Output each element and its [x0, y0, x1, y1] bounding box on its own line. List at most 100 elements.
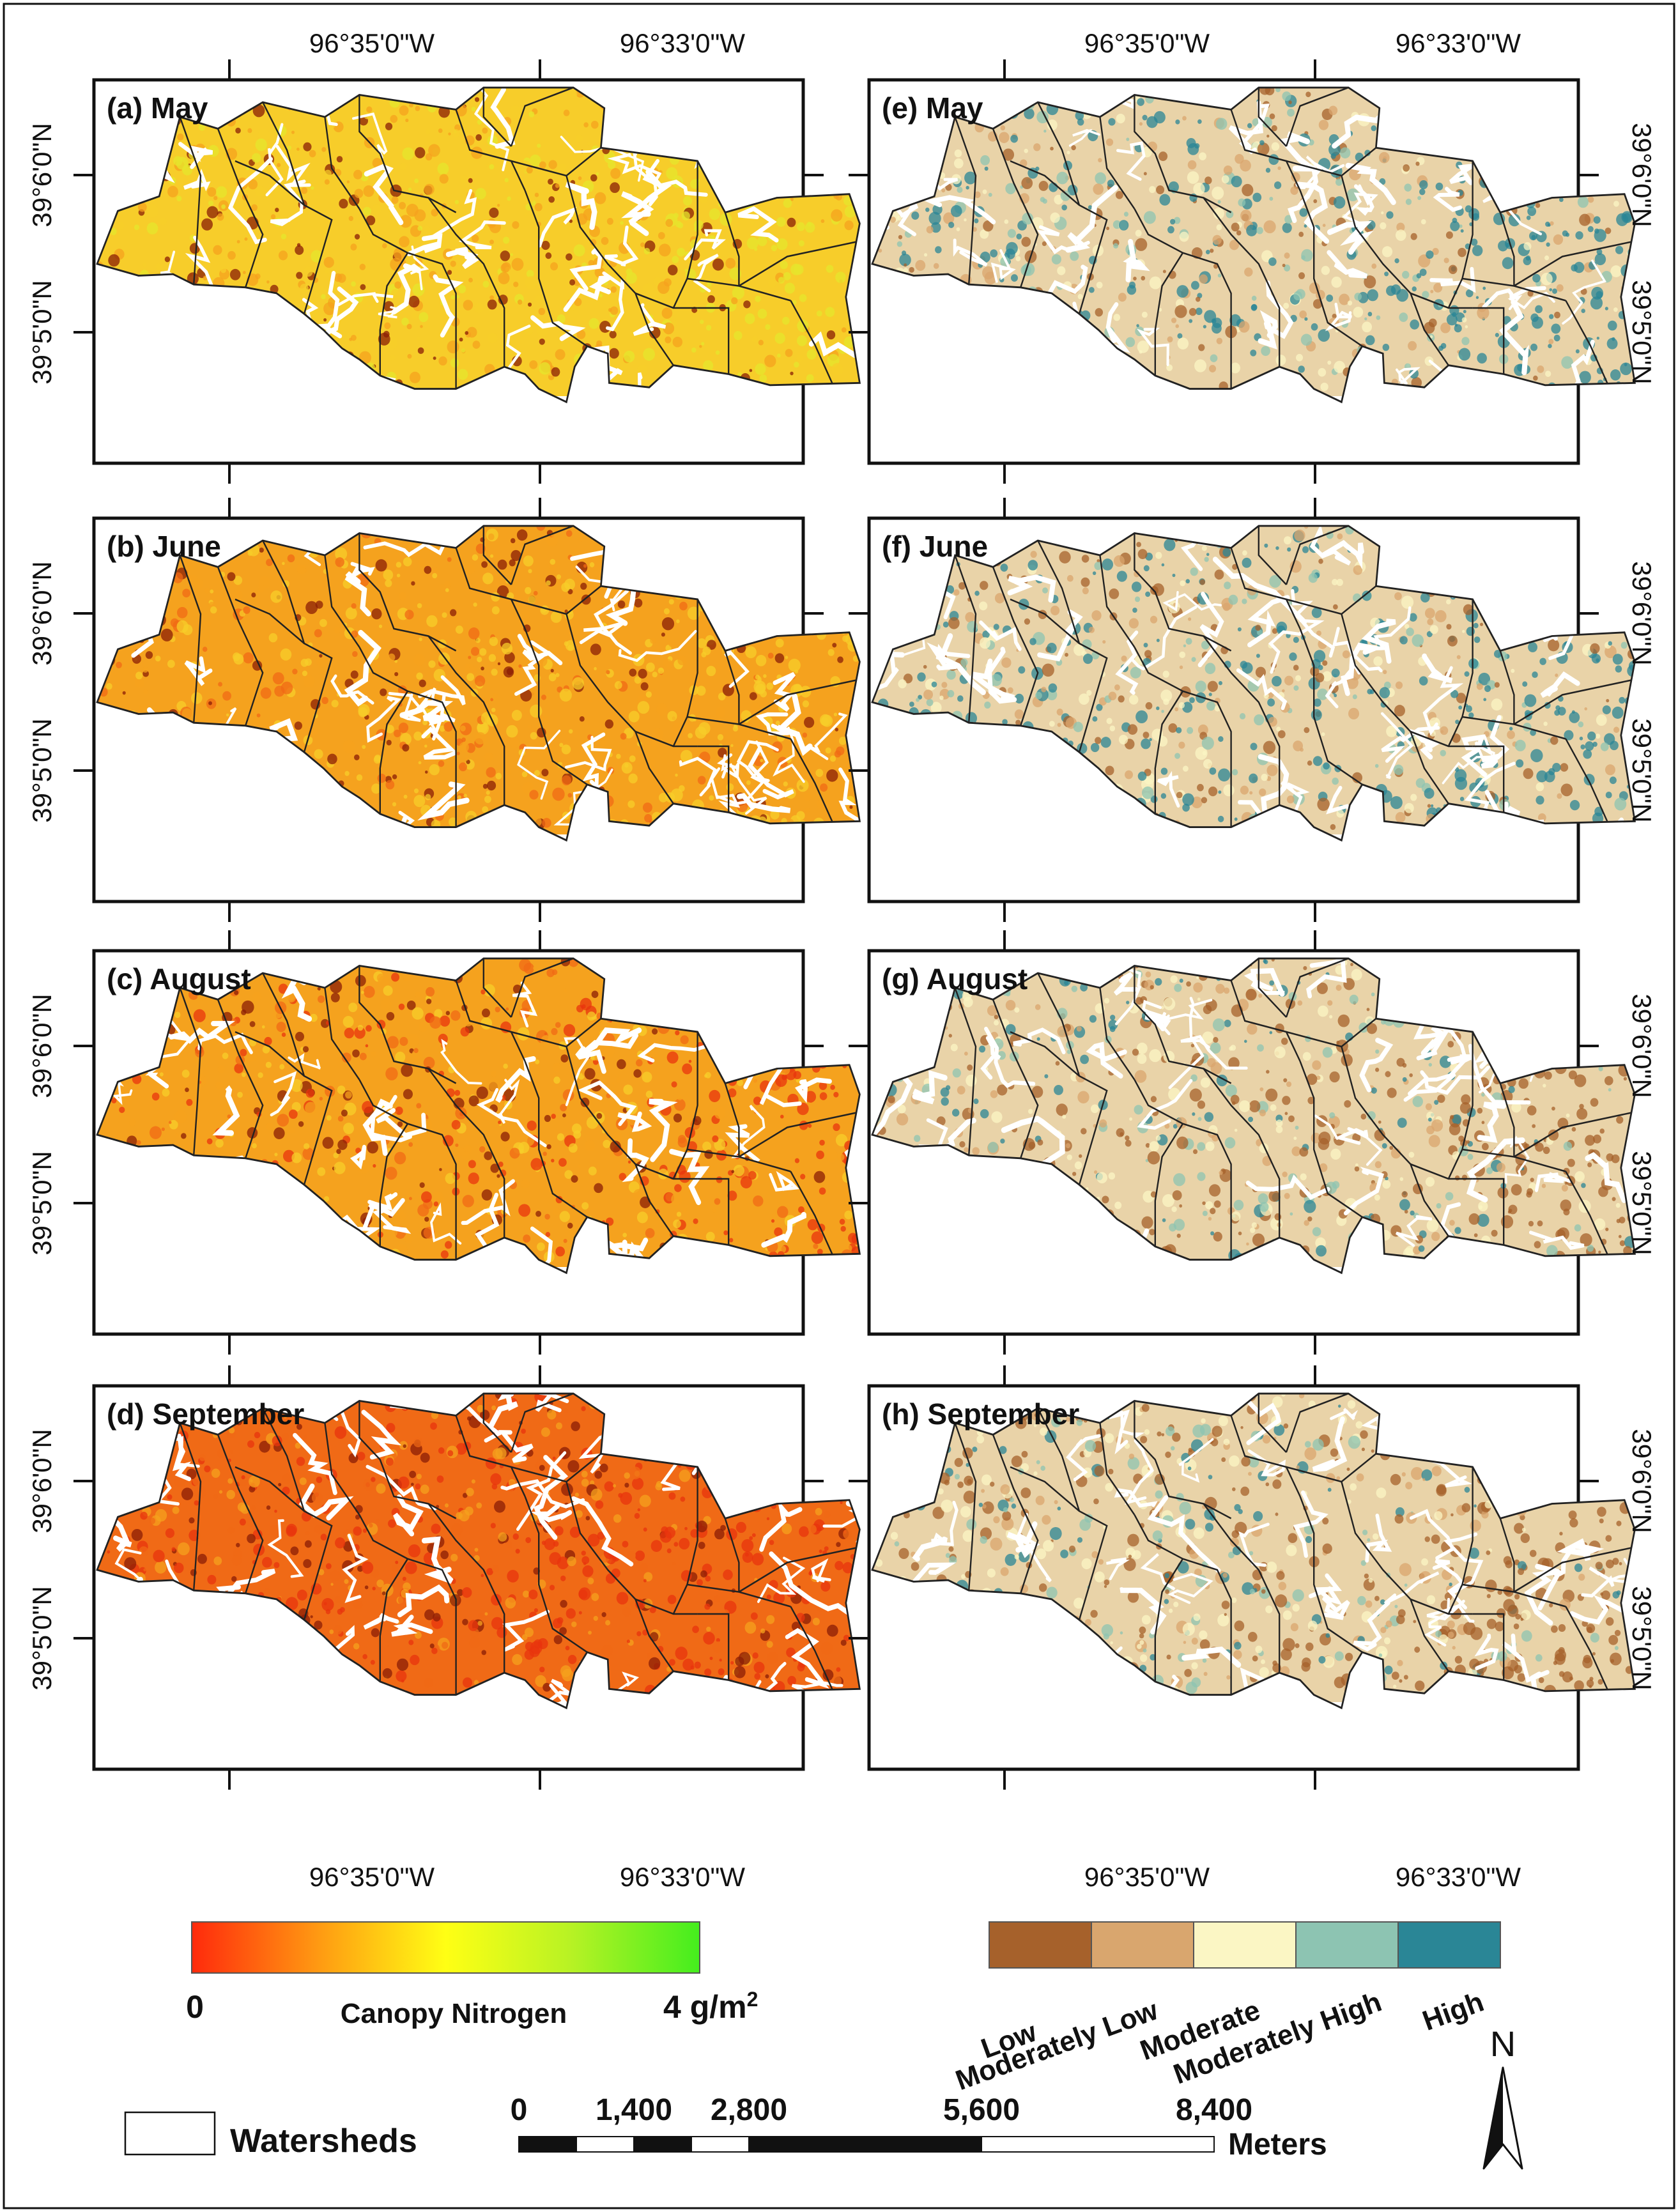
panel-e: (e) May	[849, 59, 1636, 484]
raster-cell	[580, 1097, 590, 1107]
raster-cell	[1412, 286, 1417, 292]
raster-cell	[512, 1654, 523, 1666]
raster-cell	[181, 219, 185, 222]
raster-cell	[813, 615, 817, 620]
raster-cell	[378, 624, 383, 629]
raster-cell	[355, 1148, 361, 1154]
watershed-boundary	[566, 175, 674, 366]
raster-cell	[204, 588, 210, 594]
raster-cell	[1033, 143, 1041, 151]
raster-cell	[306, 1592, 311, 1597]
raster-cell	[476, 1086, 488, 1100]
raster-cell	[543, 1682, 551, 1692]
raster-cell	[352, 650, 358, 657]
raster-cell	[984, 166, 989, 171]
raster-cell	[560, 1600, 567, 1608]
raster-cell	[1460, 229, 1464, 233]
raster-cell	[701, 652, 707, 657]
raster-cell	[344, 1579, 349, 1584]
raster-cell	[350, 243, 357, 251]
raster-cell	[1060, 190, 1071, 201]
raster-cell	[705, 1576, 711, 1582]
panel-f: (f) June	[849, 498, 1636, 922]
raster-cell	[219, 1490, 223, 1494]
raster-cell	[578, 1611, 582, 1615]
raster-cell	[1552, 288, 1558, 295]
raster-cell	[466, 673, 475, 681]
raster-cell	[604, 151, 616, 164]
raster-cell	[999, 132, 1010, 143]
watershed-boundary	[635, 292, 698, 309]
raster-cell	[491, 1483, 498, 1490]
raster-cell	[555, 1422, 563, 1430]
raster-cell	[707, 295, 715, 303]
raster-cell	[774, 332, 785, 344]
stream-channel	[1507, 291, 1555, 311]
raster-cell	[928, 211, 941, 225]
raster-cell	[956, 227, 960, 231]
raster-cell	[672, 1561, 676, 1566]
raster-cell	[716, 1176, 723, 1183]
raster-cell	[1070, 251, 1079, 261]
raster-cell	[303, 675, 315, 687]
raster-cell	[263, 1588, 270, 1595]
raster-cell	[399, 215, 412, 228]
raster-cell	[909, 266, 914, 273]
raster-cell	[808, 1438, 817, 1448]
raster-cell	[1229, 240, 1240, 250]
raster-cell	[640, 242, 645, 247]
raster-cell	[1408, 341, 1417, 351]
raster-cell	[822, 160, 835, 174]
raster-cell	[555, 1022, 561, 1028]
raster-cell	[1282, 91, 1291, 102]
stream-channel	[581, 732, 606, 791]
raster-cell	[327, 753, 337, 765]
raster-cell	[566, 594, 571, 599]
stream-channel	[178, 142, 213, 169]
raster-cell	[365, 1044, 369, 1048]
raster-cell	[331, 700, 339, 708]
raster-cell	[803, 792, 812, 801]
raster-cell	[581, 1470, 588, 1478]
raster-cell	[423, 1056, 435, 1069]
watershed-boundary	[482, 88, 512, 147]
stream-channel	[838, 767, 860, 827]
raster-cell	[540, 714, 549, 724]
raster-cell	[578, 176, 582, 181]
raster-cell	[359, 263, 366, 270]
raster-cell	[167, 185, 178, 197]
raster-cell	[1498, 240, 1509, 252]
raster-cell	[812, 190, 816, 195]
raster-cell	[643, 348, 656, 361]
raster-cell	[129, 1119, 136, 1126]
raster-cell	[697, 776, 706, 785]
raster-cell	[431, 1523, 441, 1534]
raster-cell	[525, 212, 528, 216]
raster-cell	[566, 530, 573, 537]
raster-cell	[700, 1570, 707, 1578]
raster-cell	[323, 318, 327, 322]
raster-cell	[609, 348, 619, 359]
raster-cell	[569, 279, 576, 286]
raster-cell	[1367, 289, 1378, 302]
raster-cell	[108, 254, 120, 267]
raster-cell	[360, 284, 366, 291]
raster-cell	[846, 970, 856, 981]
raster-cell	[578, 1164, 581, 1168]
raster-cell	[709, 208, 720, 220]
raster-cell	[649, 759, 656, 767]
raster-cell	[1203, 325, 1206, 328]
raster-cell	[1197, 119, 1202, 124]
raster-cell	[413, 795, 426, 808]
raster-cell	[1626, 109, 1632, 114]
raster-cell	[146, 204, 159, 218]
raster-cell	[781, 1523, 792, 1535]
stream-channel	[649, 1098, 678, 1162]
raster-cell	[1450, 220, 1460, 231]
raster-cell	[573, 244, 585, 257]
raster-cell	[503, 1063, 508, 1069]
raster-cell	[621, 762, 633, 774]
raster-cell	[775, 1074, 787, 1087]
raster-cell	[835, 1017, 845, 1027]
raster-cell	[418, 558, 426, 567]
